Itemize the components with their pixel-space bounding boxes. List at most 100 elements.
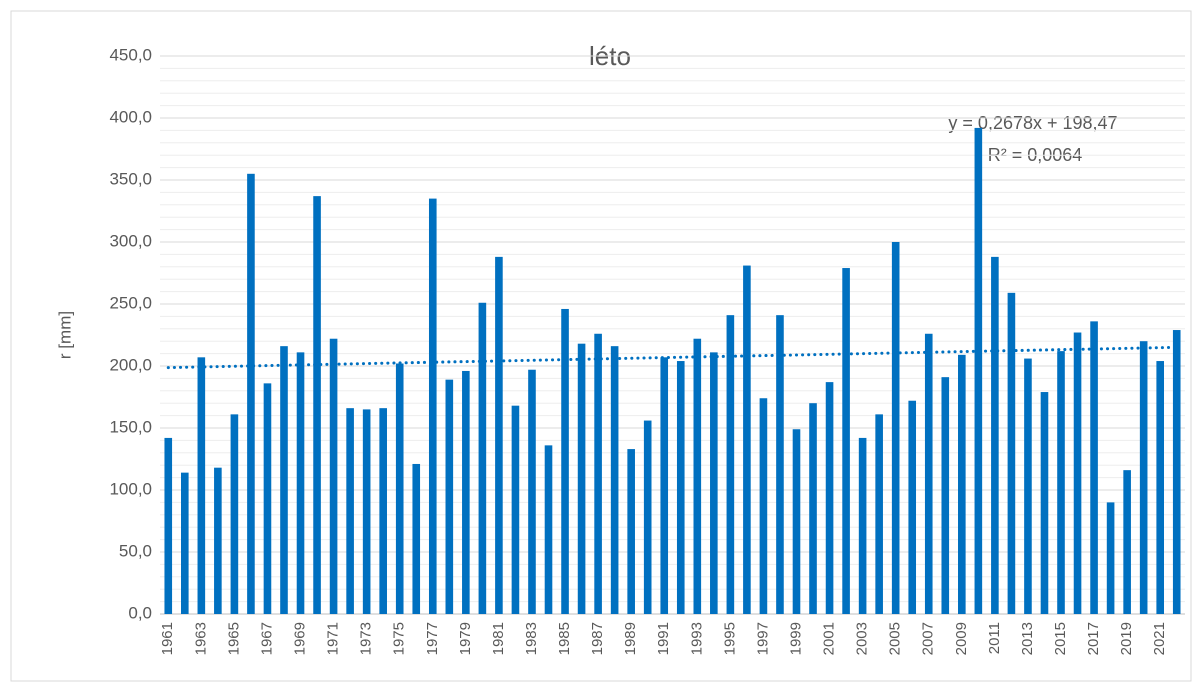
y-tick-label: 100,0 <box>109 479 152 498</box>
bar <box>263 383 272 614</box>
bar <box>379 408 387 614</box>
x-tick-label: 2007 <box>920 622 937 655</box>
bar <box>1040 392 1049 614</box>
x-tick-label: 1977 <box>424 622 441 655</box>
x-tick-label: 1983 <box>523 622 540 655</box>
y-axis-label: r [mm] <box>55 311 74 359</box>
bar <box>759 398 768 614</box>
bar <box>1057 351 1065 614</box>
bar <box>776 315 784 614</box>
bar <box>1123 470 1131 614</box>
y-tick-label: 0,0 <box>128 603 152 622</box>
bar <box>594 333 602 614</box>
bar <box>412 463 421 614</box>
bar <box>875 414 883 614</box>
x-tick-label: 2017 <box>1085 622 1102 655</box>
x-tick-label: 2009 <box>953 622 970 655</box>
bar <box>660 357 669 614</box>
bar <box>924 333 933 614</box>
bar <box>362 409 371 614</box>
bar <box>280 346 288 614</box>
bar <box>462 370 470 614</box>
bar <box>809 403 817 614</box>
bar <box>974 127 983 615</box>
y-tick-label: 400,0 <box>109 107 152 126</box>
y-tick-label: 250,0 <box>109 293 152 312</box>
x-tick-label: 2013 <box>1019 622 1036 655</box>
x-tick-label: 1963 <box>192 622 209 655</box>
bar <box>1172 330 1181 614</box>
bar <box>544 445 553 614</box>
bar <box>792 429 801 614</box>
y-tick-label: 300,0 <box>109 231 152 250</box>
bar <box>991 256 999 614</box>
y-tick-label: 150,0 <box>109 417 152 436</box>
bar <box>478 302 487 614</box>
bar <box>643 420 652 614</box>
bar <box>676 361 685 614</box>
x-tick-label: 1981 <box>490 622 507 655</box>
y-tick-label: 200,0 <box>109 355 152 374</box>
x-tick-label: 1979 <box>457 622 474 655</box>
bar <box>710 352 718 614</box>
bar <box>1106 502 1115 614</box>
x-tick-label: 1991 <box>655 622 672 655</box>
x-tick-label: 1973 <box>358 622 375 655</box>
y-tick-label: 450,0 <box>109 45 152 64</box>
bar <box>908 400 917 614</box>
bar <box>1156 361 1165 614</box>
x-tick-label: 2019 <box>1118 622 1135 655</box>
bar <box>197 357 206 614</box>
bar <box>726 315 735 614</box>
bar <box>1139 341 1148 614</box>
x-tick-label: 1975 <box>391 622 408 655</box>
bar <box>627 449 635 614</box>
bar <box>313 196 321 614</box>
bar <box>891 242 900 614</box>
bar <box>561 308 569 614</box>
bar <box>346 408 354 614</box>
x-tick-label: 1969 <box>291 622 308 655</box>
bar <box>842 268 850 614</box>
bar <box>214 467 222 614</box>
x-tick-label: 2005 <box>887 622 904 655</box>
bar <box>428 198 437 614</box>
x-tick-label: 1971 <box>325 622 342 655</box>
bar <box>1073 332 1082 614</box>
bar <box>230 414 239 614</box>
x-tick-label: 2015 <box>1052 622 1069 655</box>
bar <box>247 173 255 615</box>
bar <box>511 405 520 614</box>
trend-equation: y = 0,2678x + 198,47 <box>948 113 1117 133</box>
bar <box>958 354 966 614</box>
bar <box>1090 321 1098 614</box>
bar <box>743 265 751 614</box>
y-tick-label: 350,0 <box>109 169 152 188</box>
x-tick-label: 1961 <box>159 622 176 655</box>
trendline <box>166 345 1179 370</box>
bar <box>825 382 834 614</box>
bar <box>296 352 305 614</box>
x-tick-label: 1989 <box>622 622 639 655</box>
bar <box>610 346 619 614</box>
x-tick-label: 1997 <box>754 622 771 655</box>
bar <box>495 256 503 614</box>
x-tick-label: 1995 <box>721 622 738 655</box>
bar <box>329 338 338 614</box>
x-tick-label: 1985 <box>556 622 573 655</box>
bar <box>941 377 950 614</box>
x-tick-label: 1993 <box>688 622 705 655</box>
bar <box>164 437 173 614</box>
bar <box>1024 358 1032 614</box>
bar <box>693 338 702 614</box>
bar <box>395 363 404 614</box>
bar <box>1007 292 1016 614</box>
bar <box>528 369 536 614</box>
x-tick-label: 2021 <box>1151 622 1168 655</box>
y-tick-label: 50,0 <box>119 541 152 560</box>
x-tick-label: 1987 <box>589 622 606 655</box>
x-tick-label: 1967 <box>258 622 275 655</box>
x-tick-label: 1999 <box>787 622 804 655</box>
x-tick-label: 2003 <box>854 622 871 655</box>
